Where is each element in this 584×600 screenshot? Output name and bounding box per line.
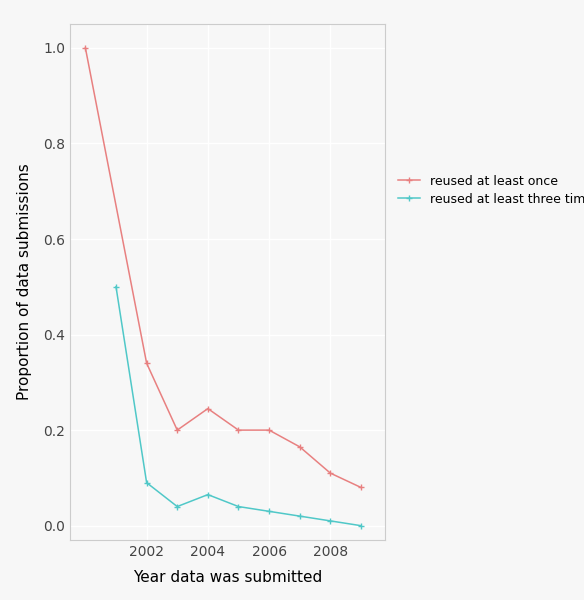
reused at least once [296,443,303,451]
reused at least once [82,44,89,52]
reused at least once [143,359,150,367]
reused at least three times [357,522,364,529]
Y-axis label: Proportion of data submissions: Proportion of data submissions [17,164,32,400]
reused at least three times [235,503,242,510]
reused at least three times [113,283,120,290]
reused at least three times [173,503,180,510]
Line: reused at least once: reused at least once [82,44,364,491]
reused at least three times [296,512,303,520]
X-axis label: Year data was submitted: Year data was submitted [133,570,322,585]
reused at least once [235,427,242,434]
Line: reused at least three times: reused at least three times [113,283,364,529]
reused at least once [266,427,273,434]
reused at least once [173,427,180,434]
reused at least once [327,470,334,477]
reused at least once [204,405,211,412]
reused at least three times [204,491,211,498]
Legend: reused at least once, reused at least three times: reused at least once, reused at least th… [398,175,584,206]
reused at least three times [266,508,273,515]
reused at least three times [143,479,150,486]
reused at least three times [327,517,334,524]
reused at least once [357,484,364,491]
